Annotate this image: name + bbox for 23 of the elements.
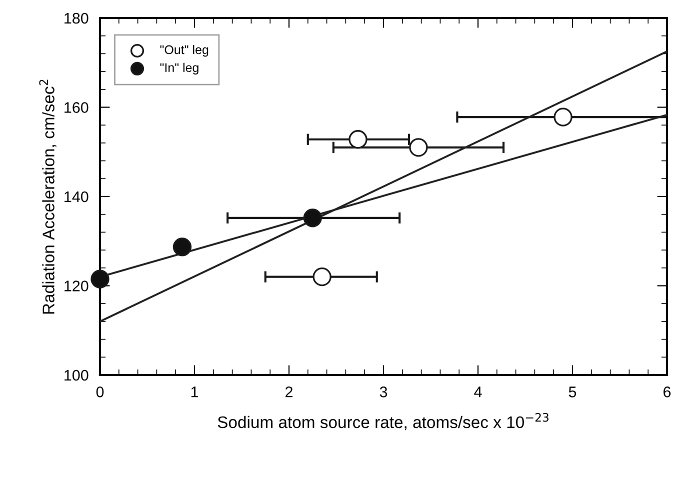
x-tick-label: 1 bbox=[191, 386, 198, 398]
point bbox=[312, 267, 332, 286]
point bbox=[409, 138, 428, 157]
y-tick-label: 180 bbox=[64, 12, 88, 24]
y-tick-label: 100 bbox=[64, 370, 88, 381]
point bbox=[554, 108, 572, 126]
legend-label: "Out" leg bbox=[160, 44, 208, 57]
y-axis-title: Radiation Acceleration, cm/sec$^{2}$ bbox=[39, 80, 56, 314]
x-tick-label: 2 bbox=[286, 386, 292, 398]
x-axis-title: Sodium atom source rate, atoms/sec x 10$^{−23}$ bbox=[218, 412, 548, 430]
point bbox=[303, 208, 322, 228]
point bbox=[348, 130, 368, 149]
x-tick-label: 3 bbox=[380, 386, 388, 398]
point bbox=[90, 270, 110, 288]
point bbox=[172, 238, 192, 256]
x-tick-label: 4 bbox=[474, 386, 482, 398]
y-tick-label: 140 bbox=[64, 191, 88, 202]
y-tick-label: 160 bbox=[64, 102, 88, 113]
legend-label: "In" leg bbox=[160, 62, 198, 75]
x-tick-label: 6 bbox=[664, 386, 671, 398]
y-tick-label: 120 bbox=[64, 280, 88, 292]
x-tick-label: 0 bbox=[96, 386, 104, 398]
x-tick-label: 5 bbox=[568, 386, 576, 398]
